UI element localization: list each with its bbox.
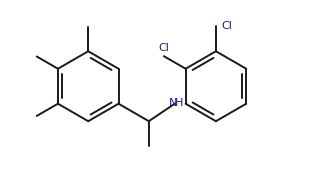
Text: Cl: Cl — [158, 43, 169, 53]
Text: Cl: Cl — [221, 21, 232, 31]
Text: N: N — [169, 98, 177, 108]
Text: H: H — [175, 98, 183, 108]
